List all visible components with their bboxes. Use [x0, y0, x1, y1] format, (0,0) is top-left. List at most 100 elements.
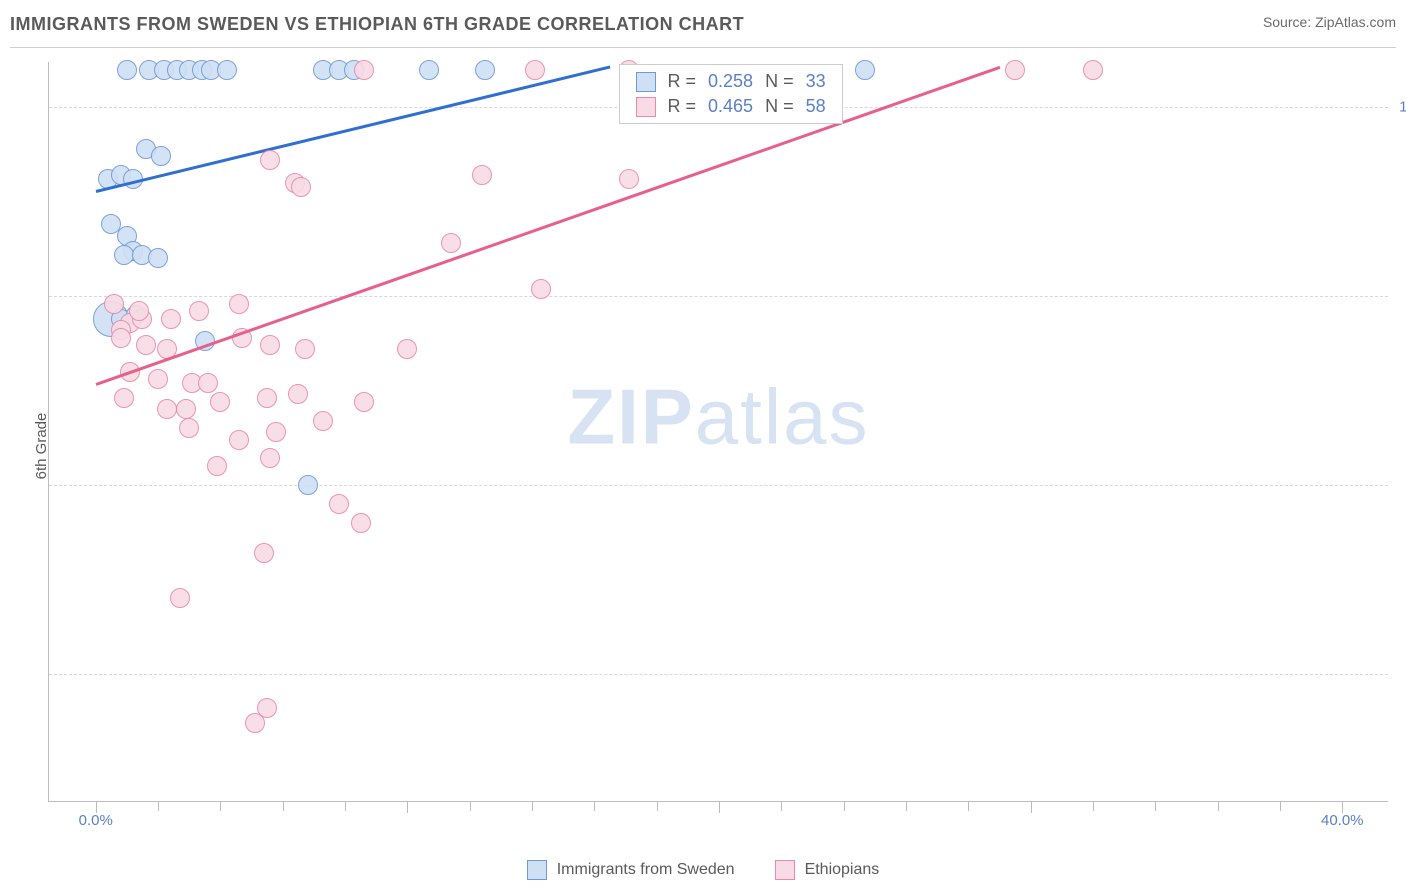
scatter-point	[129, 301, 149, 321]
scatter-point	[189, 301, 209, 321]
scatter-point	[531, 279, 551, 299]
scatter-point	[176, 399, 196, 419]
xtick-major	[1031, 801, 1032, 813]
legend-label: Ethiopians	[805, 861, 880, 879]
scatter-point	[354, 60, 374, 80]
stats-legend-row: R = 0.258 N = 33	[636, 69, 826, 94]
scatter-point	[1005, 60, 1025, 80]
scatter-point	[207, 456, 227, 476]
stat-r-value: 0.258	[708, 71, 753, 92]
xtick-minor	[1218, 801, 1219, 811]
xtick-minor	[781, 801, 782, 811]
scatter-point	[475, 60, 495, 80]
xtick-minor	[968, 801, 969, 811]
stat-n-label: N =	[765, 96, 794, 117]
trend-line	[95, 66, 1000, 386]
scatter-point	[619, 169, 639, 189]
watermark-bold: ZIP	[567, 372, 694, 460]
scatter-point	[170, 588, 190, 608]
scatter-point	[117, 60, 137, 80]
source-prefix: Source:	[1263, 14, 1315, 30]
gridline-h	[49, 485, 1388, 486]
scatter-point	[1083, 60, 1103, 80]
ytick-label: 92.5%	[1394, 665, 1406, 682]
legend-item: Immigrants from Sweden	[527, 860, 735, 880]
ytick-label: 97.5%	[1394, 288, 1406, 305]
chart-source: Source: ZipAtlas.com	[1263, 14, 1396, 30]
xtick-minor	[220, 801, 221, 811]
plot-surface: ZIPatlas 92.5%95.0%97.5%100.0%0.0%40.0%R…	[48, 62, 1388, 802]
xtick-minor	[594, 801, 595, 811]
xtick-major	[407, 801, 408, 813]
legend-swatch	[527, 860, 547, 880]
scatter-point	[525, 60, 545, 80]
scatter-point	[148, 248, 168, 268]
scatter-point	[298, 475, 318, 495]
stats-legend: R = 0.258 N = 33 R = 0.465 N = 58	[619, 64, 843, 124]
chart-plot-area: ZIPatlas 92.5%95.0%97.5%100.0%0.0%40.0%R…	[48, 62, 1388, 802]
xtick-major	[719, 801, 720, 813]
chart-header: IMMIGRANTS FROM SWEDEN VS ETHIOPIAN 6TH …	[10, 14, 1396, 48]
scatter-point	[101, 214, 121, 234]
xtick-label-right: 40.0%	[1321, 812, 1364, 829]
scatter-point	[295, 339, 315, 359]
gridline-h	[49, 674, 1388, 675]
watermark: ZIPatlas	[567, 371, 869, 462]
scatter-point	[148, 369, 168, 389]
legend-item: Ethiopians	[775, 860, 880, 880]
stat-r-label: R =	[668, 71, 697, 92]
legend-swatch	[636, 97, 656, 117]
xtick-minor	[844, 801, 845, 811]
scatter-point	[313, 411, 333, 431]
scatter-point	[441, 233, 461, 253]
stat-r-label: R =	[668, 96, 697, 117]
scatter-point	[260, 448, 280, 468]
scatter-point	[260, 150, 280, 170]
xtick-minor	[906, 801, 907, 811]
xtick-minor	[532, 801, 533, 811]
scatter-point	[329, 494, 349, 514]
scatter-point	[260, 335, 280, 355]
scatter-point	[161, 309, 181, 329]
scatter-point	[254, 543, 274, 563]
xtick-minor	[158, 801, 159, 811]
scatter-point	[472, 165, 492, 185]
xtick-minor	[1280, 801, 1281, 811]
scatter-point	[198, 373, 218, 393]
watermark-light: atlas	[695, 372, 870, 460]
scatter-point	[351, 513, 371, 533]
xtick-minor	[283, 801, 284, 811]
legend-label: Immigrants from Sweden	[557, 861, 735, 879]
legend-swatch	[636, 72, 656, 92]
trend-line	[95, 66, 610, 194]
scatter-point	[229, 294, 249, 314]
scatter-point	[111, 328, 131, 348]
scatter-point	[157, 399, 177, 419]
stat-r-value: 0.465	[708, 96, 753, 117]
stat-n-value: 58	[806, 96, 826, 117]
xtick-label-left: 0.0%	[79, 812, 113, 829]
ytick-label: 95.0%	[1394, 476, 1406, 493]
scatter-point	[257, 388, 277, 408]
scatter-point	[245, 713, 265, 733]
scatter-point	[266, 422, 286, 442]
gridline-h	[49, 296, 1388, 297]
xtick-minor	[345, 801, 346, 811]
source-name: ZipAtlas.com	[1315, 14, 1396, 30]
stat-n-label: N =	[765, 71, 794, 92]
scatter-point	[114, 245, 134, 265]
scatter-point	[354, 392, 374, 412]
series-legend: Immigrants from Sweden Ethiopians	[0, 860, 1406, 880]
stat-n-value: 33	[806, 71, 826, 92]
ytick-label: 100.0%	[1394, 99, 1406, 116]
scatter-point	[419, 60, 439, 80]
scatter-point	[291, 177, 311, 197]
legend-swatch	[775, 860, 795, 880]
scatter-point	[217, 60, 237, 80]
scatter-point	[229, 430, 249, 450]
scatter-point	[114, 388, 134, 408]
scatter-point	[151, 146, 171, 166]
stats-legend-row: R = 0.465 N = 58	[636, 94, 826, 119]
scatter-point	[855, 60, 875, 80]
xtick-minor	[470, 801, 471, 811]
